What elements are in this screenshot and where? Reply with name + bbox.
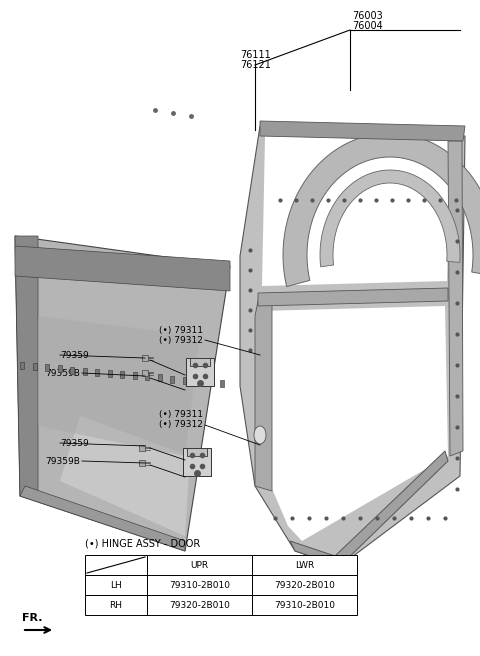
Polygon shape: [15, 236, 38, 496]
Text: LH: LH: [110, 581, 122, 590]
Bar: [145, 373, 149, 380]
Bar: [252, 595, 357, 615]
Text: 76121: 76121: [240, 60, 271, 70]
Bar: [85, 595, 147, 615]
Text: (•) 79311: (•) 79311: [159, 411, 203, 419]
Bar: [108, 370, 111, 377]
Bar: [45, 364, 49, 371]
Polygon shape: [190, 358, 210, 366]
Polygon shape: [448, 141, 463, 456]
Polygon shape: [258, 306, 448, 541]
Bar: [186, 358, 214, 386]
Bar: [33, 363, 36, 370]
Bar: [183, 448, 211, 476]
Bar: [207, 379, 212, 386]
Text: UPR: UPR: [191, 562, 209, 571]
Text: 79310-2B010: 79310-2B010: [169, 581, 230, 590]
Text: (•) 79311: (•) 79311: [159, 325, 203, 335]
Bar: [58, 365, 61, 373]
Text: 79320-2B010: 79320-2B010: [169, 602, 230, 611]
Text: 76003: 76003: [352, 11, 383, 21]
Bar: [85, 575, 147, 595]
Polygon shape: [187, 448, 207, 456]
Text: (•) 79312: (•) 79312: [159, 335, 203, 344]
Polygon shape: [240, 126, 465, 566]
Bar: [170, 375, 174, 382]
Text: 79320-2B010: 79320-2B010: [274, 581, 335, 590]
Polygon shape: [262, 136, 450, 286]
Polygon shape: [15, 236, 230, 551]
Bar: [20, 362, 24, 369]
Bar: [252, 575, 357, 595]
Text: RH: RH: [109, 602, 122, 611]
Bar: [70, 367, 74, 373]
Polygon shape: [20, 486, 185, 551]
Polygon shape: [15, 246, 230, 291]
Polygon shape: [260, 121, 465, 141]
Text: 76111: 76111: [240, 50, 271, 60]
Bar: [147, 595, 252, 615]
Ellipse shape: [254, 426, 266, 444]
Text: 79359: 79359: [60, 438, 89, 447]
Bar: [147, 555, 252, 575]
Text: 79359B: 79359B: [45, 369, 80, 377]
Bar: [83, 367, 86, 375]
Bar: [147, 575, 252, 595]
Bar: [182, 377, 187, 384]
Text: (•) 79312: (•) 79312: [159, 420, 203, 430]
Polygon shape: [255, 301, 272, 491]
Polygon shape: [290, 451, 448, 566]
Bar: [220, 380, 224, 387]
Text: 79359B: 79359B: [45, 457, 80, 466]
Polygon shape: [60, 416, 190, 536]
Text: 76004: 76004: [352, 21, 383, 31]
Text: 79359: 79359: [60, 350, 89, 359]
Text: FR.: FR.: [22, 613, 43, 623]
Bar: [195, 378, 199, 385]
Bar: [132, 372, 136, 379]
Bar: [95, 369, 99, 376]
Polygon shape: [258, 288, 448, 306]
Bar: [252, 555, 357, 575]
Bar: [85, 555, 147, 575]
Polygon shape: [38, 316, 200, 456]
Text: LWR: LWR: [295, 562, 314, 571]
Bar: [120, 371, 124, 378]
Text: (•) HINGE ASSY - DOOR: (•) HINGE ASSY - DOOR: [85, 538, 200, 548]
Polygon shape: [320, 170, 460, 267]
Bar: [157, 375, 161, 381]
Polygon shape: [283, 133, 480, 287]
Text: 79310-2B010: 79310-2B010: [274, 602, 335, 611]
